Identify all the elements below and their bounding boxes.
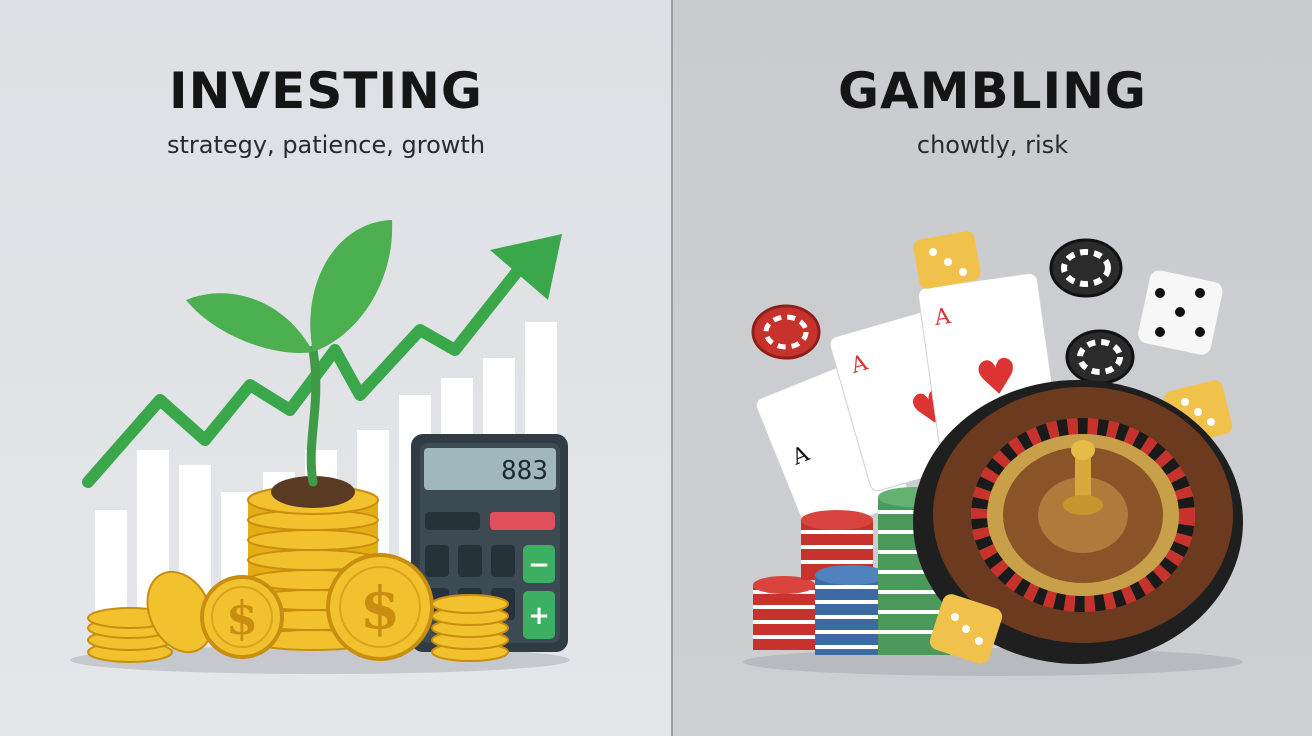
dice-icon [1137, 269, 1224, 356]
calculator-readout: 883 [501, 456, 548, 486]
dice-icon [929, 594, 1003, 664]
gambling-title: GAMBLING [838, 62, 1147, 120]
calculator-display [424, 448, 556, 490]
poker-chip-icon [751, 304, 821, 360]
roulette-wheel-icon [913, 380, 1243, 664]
investing-subtitle: strategy, patience, growth [166, 131, 486, 159]
dollar-coin-icon: $ [326, 553, 434, 661]
dollar-coin-icon: $ [200, 575, 284, 659]
gambling-panel: GAMBLING chowtly, risk A ♣ A ♥ A ♥ [673, 0, 1312, 736]
poker-chip-icon [1049, 238, 1123, 298]
investing-title: INVESTING [169, 62, 483, 120]
dice-icon [913, 231, 981, 289]
plus-glyph: + [528, 601, 550, 631]
soil [271, 476, 355, 508]
calculator-minus-key [523, 545, 555, 583]
investing-illustration: 883 − + [70, 220, 570, 674]
dollar-sign: $ [226, 591, 258, 645]
poker-chip-icon [1065, 329, 1135, 385]
dollar-sign: $ [360, 574, 400, 642]
calculator-plus-key [523, 591, 555, 639]
coin-pile-icon [87, 570, 214, 663]
chip-stack-blue [815, 565, 887, 655]
seedling-icon [186, 220, 393, 487]
chip-stack-red [753, 576, 815, 650]
card-rank: A [932, 304, 953, 331]
gambling-illustration: A ♣ A ♥ A ♥ [743, 231, 1243, 676]
minus-glyph: − [528, 550, 550, 580]
panel-divider [671, 0, 673, 736]
investing-panel: INVESTING strategy, patience, growth [0, 0, 672, 736]
calculator-icon: 883 − + [411, 434, 568, 652]
coin-pile-icon [431, 594, 509, 662]
gambling-subtitle: chowtly, risk [916, 131, 1069, 159]
